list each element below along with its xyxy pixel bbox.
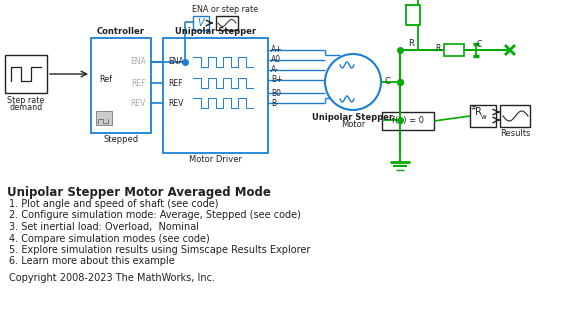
Bar — [91, 38, 151, 133]
Text: REF: REF — [131, 79, 146, 87]
Text: 6. Learn more about this example: 6. Learn more about this example — [9, 257, 175, 266]
Text: ENA: ENA — [130, 58, 146, 66]
Bar — [216, 16, 238, 30]
Text: R: R — [474, 107, 481, 117]
Text: R: R — [408, 39, 414, 48]
Text: ENA or step rate: ENA or step rate — [192, 5, 258, 14]
Bar — [96, 111, 112, 125]
Text: R: R — [435, 44, 441, 53]
Text: Motor: Motor — [341, 120, 365, 129]
Text: Controller: Controller — [97, 27, 145, 36]
Text: 1. Plot angle and speed of shaft (see code): 1. Plot angle and speed of shaft (see co… — [9, 199, 218, 209]
Bar — [163, 38, 268, 153]
Text: f(x) = 0: f(x) = 0 — [392, 116, 424, 126]
Text: demand: demand — [9, 103, 42, 112]
Bar — [5, 55, 47, 93]
Text: B+: B+ — [271, 75, 282, 85]
Text: Step rate: Step rate — [7, 96, 45, 105]
Text: 3. Set inertial load: Overload,  Nominal: 3. Set inertial load: Overload, Nominal — [9, 222, 199, 232]
Text: B-: B- — [271, 99, 279, 107]
Text: C: C — [477, 40, 482, 49]
Text: REV: REV — [131, 99, 146, 107]
Text: V: V — [198, 18, 205, 28]
Text: REF: REF — [168, 79, 182, 87]
Bar — [382, 112, 434, 130]
Text: ENA: ENA — [168, 58, 184, 66]
Text: REV: REV — [168, 99, 183, 107]
Text: C: C — [384, 78, 390, 86]
Text: Motor Driver: Motor Driver — [189, 155, 242, 164]
Text: Copyright 2008-2023 The MathWorks, Inc.: Copyright 2008-2023 The MathWorks, Inc. — [9, 273, 215, 283]
Bar — [193, 16, 209, 30]
Text: Unipolar Stepper Motor Averaged Mode: Unipolar Stepper Motor Averaged Mode — [7, 186, 271, 199]
Text: A0: A0 — [271, 56, 281, 65]
Bar — [444, 44, 464, 56]
Text: Unipolar Stepper: Unipolar Stepper — [312, 113, 394, 122]
Text: 4. Compare simulation modes (see code): 4. Compare simulation modes (see code) — [9, 233, 210, 244]
Text: 5. Explore simulation results using Simscape Results Explorer: 5. Explore simulation results using Sims… — [9, 245, 311, 255]
Text: A-: A- — [271, 66, 279, 74]
Text: Results: Results — [500, 129, 530, 138]
Text: Stepped: Stepped — [104, 135, 139, 144]
Text: w: w — [481, 114, 487, 120]
Text: Unipolar Stepper: Unipolar Stepper — [175, 27, 256, 36]
Text: Ref: Ref — [99, 75, 112, 85]
Text: 2. Configure simulation mode: Average, Stepped (see code): 2. Configure simulation mode: Average, S… — [9, 211, 301, 220]
Circle shape — [325, 54, 381, 110]
Text: B0: B0 — [271, 88, 281, 98]
Text: A+: A+ — [271, 45, 282, 54]
Text: #: # — [470, 105, 476, 111]
Bar — [470, 105, 496, 127]
Bar — [500, 105, 530, 127]
